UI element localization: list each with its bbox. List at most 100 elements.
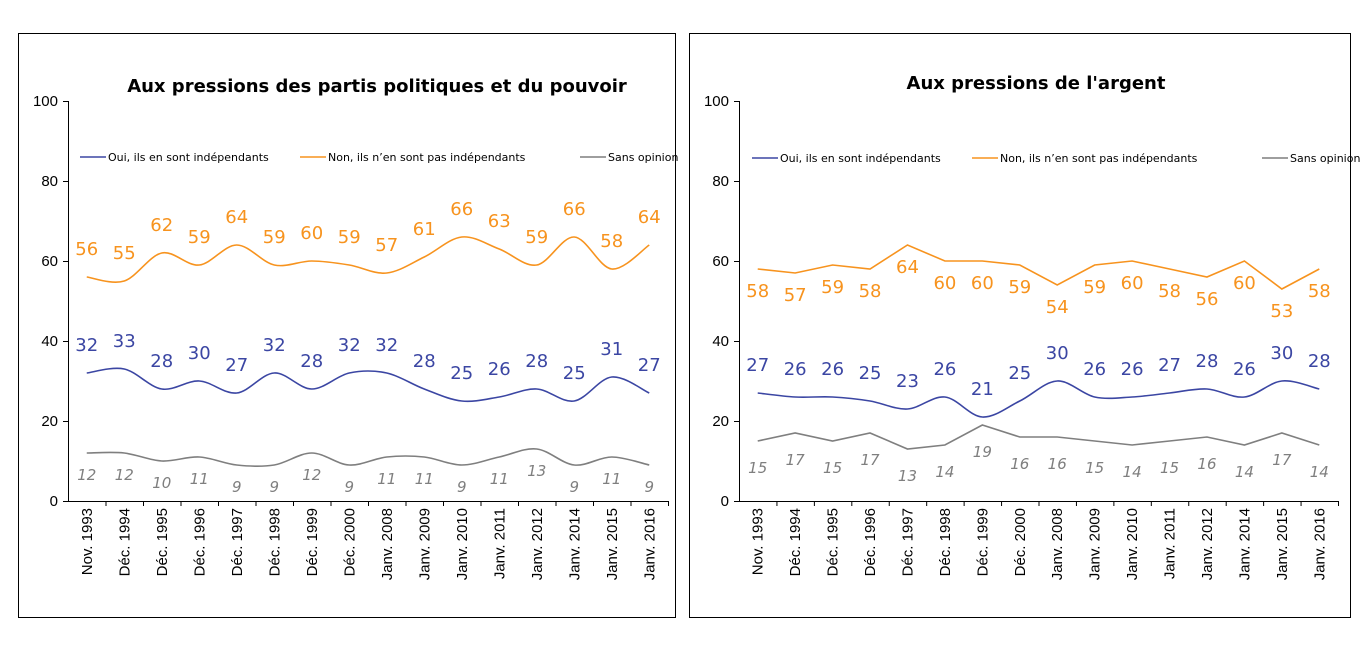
x-tick-label: Déc. 1999 (974, 508, 991, 576)
x-tick-label: Janv. 2010 (1124, 508, 1141, 580)
x-tick-label: Déc. 1994 (116, 508, 133, 576)
data-label: 32 (375, 335, 398, 356)
data-label: 56 (1196, 289, 1219, 310)
data-label: 14 (935, 463, 954, 481)
data-label: 17 (1272, 451, 1292, 469)
y-tick-label: 80 (41, 173, 58, 190)
data-label: 58 (1158, 281, 1181, 302)
x-tick-label: Nov. 1993 (79, 508, 96, 575)
y-tick-label: 40 (41, 333, 58, 350)
data-label: 59 (821, 277, 844, 298)
x-tick-label: Déc. 1996 (191, 508, 208, 576)
data-label: 59 (1083, 277, 1106, 298)
data-label: 64 (638, 207, 661, 228)
series-line (86, 367, 650, 403)
data-label: 10 (152, 474, 171, 492)
data-label: 21 (971, 379, 994, 400)
data-label: 13 (898, 467, 917, 485)
legend-label: Sans opinion (608, 151, 678, 164)
x-tick-label: Déc. 1994 (787, 508, 804, 576)
y-tick-label: 100 (704, 93, 729, 110)
data-label: 16 (1197, 455, 1216, 473)
data-label: 28 (300, 351, 323, 372)
data-label: 60 (933, 273, 956, 294)
data-label: 26 (1233, 359, 1256, 380)
data-label: 28 (1308, 351, 1331, 372)
data-label: 26 (1121, 359, 1144, 380)
data-label: 58 (1308, 281, 1331, 302)
data-label: 14 (1123, 463, 1142, 481)
data-label: 61 (413, 219, 436, 240)
data-label: 58 (600, 231, 623, 252)
x-tick-label: Janv. 2012 (529, 508, 546, 580)
x-tick-label: Janv. 2014 (566, 508, 583, 580)
x-tick-label: Janv. 2010 (454, 508, 471, 580)
data-label: 19 (973, 443, 992, 461)
data-label: 11 (190, 470, 209, 488)
data-label: 60 (300, 223, 323, 244)
data-label: 27 (746, 355, 769, 376)
series-line (757, 244, 1320, 290)
data-label: 12 (115, 466, 134, 484)
data-label: 15 (823, 459, 842, 477)
data-label: 26 (821, 359, 844, 380)
x-tick-label: Déc. 2000 (1012, 508, 1029, 576)
y-tick-label: 60 (712, 253, 729, 270)
x-tick-label: Déc. 1995 (825, 508, 842, 576)
data-label: 15 (748, 459, 767, 477)
x-tick-label: Déc. 2000 (341, 508, 358, 576)
x-tick-label: Janv. 2012 (1199, 508, 1216, 580)
y-tick-label: 60 (41, 253, 58, 270)
data-label: 25 (859, 363, 882, 384)
x-tick-label: Janv. 2009 (1087, 508, 1104, 580)
x-tick-label: Janv. 2016 (1311, 508, 1328, 580)
data-label: 57 (375, 235, 398, 256)
x-tick-label: Janv. 2016 (641, 508, 658, 580)
x-tick-label: Déc. 1999 (304, 508, 321, 576)
series-line (86, 236, 650, 283)
x-tick-label: Déc. 1995 (154, 508, 171, 576)
data-label: 14 (1310, 463, 1329, 481)
legend-label: Non, ils n’en sont pas indépendants (328, 151, 526, 164)
x-tick-label: Déc. 1998 (266, 508, 283, 576)
legend-label: Sans opinion (1290, 152, 1360, 165)
y-tick-label: 0 (721, 493, 729, 510)
data-label: 66 (563, 199, 586, 220)
data-label: 9 (569, 478, 579, 496)
data-label: 30 (188, 343, 211, 364)
y-tick-label: 20 (712, 413, 729, 430)
data-label: 60 (1233, 273, 1256, 294)
data-label: 11 (490, 470, 509, 488)
data-label: 25 (450, 363, 473, 384)
data-label: 28 (413, 351, 436, 372)
x-tick-label: Janv. 2008 (1049, 508, 1066, 580)
data-label: 58 (859, 281, 882, 302)
data-label: 17 (786, 451, 806, 469)
data-label: 63 (488, 211, 511, 232)
x-tick-label: Janv. 2015 (604, 508, 621, 580)
data-label: 14 (1235, 463, 1254, 481)
legend-label: Non, ils n’en sont pas indépendants (1000, 152, 1198, 165)
x-tick-label: Déc. 1998 (937, 508, 954, 576)
data-label: 64 (225, 207, 248, 228)
data-label: 33 (113, 331, 136, 352)
y-tick-label: 80 (712, 173, 729, 190)
legend-label: Oui, ils en sont indépendants (108, 151, 269, 164)
data-label: 53 (1270, 301, 1293, 322)
data-label: 64 (896, 257, 919, 278)
data-label: 59 (525, 227, 548, 248)
data-label: 27 (1158, 355, 1181, 376)
x-tick-label: Déc. 1997 (229, 508, 246, 576)
data-label: 56 (75, 239, 98, 260)
data-label: 11 (377, 470, 396, 488)
data-label: 30 (1270, 343, 1293, 364)
data-label: 25 (1008, 363, 1031, 384)
series-line (86, 448, 650, 468)
x-tick-label: Janv. 2009 (416, 508, 433, 580)
legend-label: Oui, ils en sont indépendants (780, 152, 941, 165)
data-label: 32 (263, 335, 286, 356)
data-label: 26 (488, 359, 511, 380)
data-label: 12 (77, 466, 96, 484)
x-tick-label: Janv. 2014 (1236, 508, 1253, 580)
